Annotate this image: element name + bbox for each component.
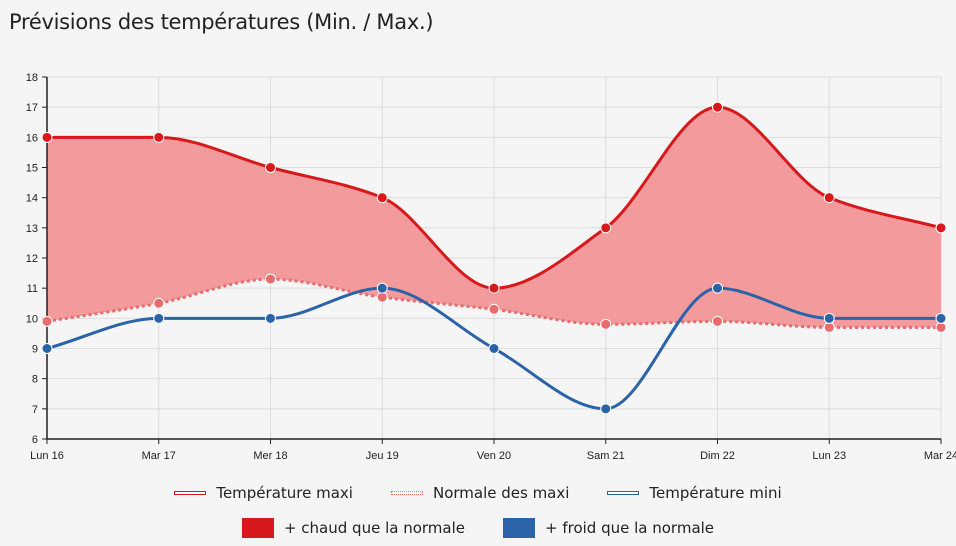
y-tick-label: 17 [26, 102, 38, 114]
min-point [41, 343, 53, 354]
legend-row-lines: Température maxi Normale des maxi Tempér… [0, 484, 956, 502]
chart-title: Prévisions des températures (Min. / Max.… [9, 10, 434, 34]
legend-label-min: Température mini [649, 484, 782, 502]
max-point [935, 222, 947, 234]
normal-line [46, 277, 941, 329]
normal-point [935, 321, 947, 333]
min-point [935, 312, 947, 324]
normal-point [376, 291, 388, 303]
y-tick-label: 15 [26, 163, 38, 175]
y-tick-label: 11 [27, 283, 38, 295]
temperature-chart: 6 7 8 9 10 11 12 13 14 15 16 17 18 Lun 16 Mar 17 Mer 18… [26, 72, 956, 462]
legend-label-colder: + froid que la normale [545, 519, 715, 537]
y-tick-label: 14 [26, 193, 38, 205]
legend-swatch-min [607, 491, 640, 495]
min-point [376, 282, 388, 294]
max-point [153, 131, 165, 143]
y-tick-label: 7 [32, 404, 38, 416]
min-point [712, 282, 723, 294]
legend-label-warmer: + chaud que la normale [283, 519, 465, 537]
min-point [153, 312, 165, 324]
max-point [600, 222, 612, 234]
warmer-area [47, 107, 941, 328]
max-point [488, 282, 500, 294]
legend-swatch-colder [503, 518, 535, 538]
legend-item-warmer[interactable]: + chaud que la normale [241, 518, 465, 538]
normal-point [488, 303, 500, 315]
legend-swatch-normal [390, 491, 423, 495]
max-point [41, 131, 53, 143]
x-tick-label: Ven 20 [477, 450, 511, 462]
max-point [376, 192, 388, 204]
min-line [46, 286, 941, 411]
legend-row-areas: + chaud que la normale + froid que la no… [0, 518, 956, 538]
min-point [488, 343, 500, 354]
legend-swatch-warmer [241, 518, 274, 538]
legend-label-max: Température maxi [216, 484, 353, 502]
y-tick-label: 9 [32, 344, 38, 356]
normal-point [41, 315, 53, 327]
x-tick-label: Lun 16 [30, 450, 64, 462]
x-tick-label: Mar 17 [142, 450, 176, 462]
legend-item-min[interactable]: Température mini [607, 484, 782, 502]
max-line [46, 105, 942, 290]
normal-point [265, 273, 276, 285]
legend-item-max[interactable]: Température maxi [174, 484, 353, 502]
y-tick-label: 13 [26, 223, 38, 235]
x-tick-label: Mer 18 [253, 450, 287, 462]
y-tick-label: 16 [26, 132, 38, 144]
normal-point [712, 315, 723, 327]
max-point [265, 162, 276, 173]
x-tick-label: Jeu 19 [366, 450, 399, 462]
y-tick-label: 8 [32, 374, 38, 386]
max-point [823, 192, 835, 204]
normal-point [600, 318, 612, 330]
legend-item-normal[interactable]: Normale des maxi [390, 484, 570, 502]
y-tick-label: 12 [26, 253, 38, 265]
y-tick-label: 10 [26, 313, 38, 325]
x-tick-label: Sam 21 [587, 450, 625, 462]
x-tick-label: Lun 23 [812, 450, 846, 462]
min-point [600, 403, 612, 415]
min-point [823, 312, 835, 324]
y-tick-label: 18 [26, 72, 38, 84]
legend-swatch-max [174, 491, 207, 495]
x-tick-label: Dim 22 [700, 450, 735, 462]
max-point [712, 101, 723, 113]
legend-item-colder[interactable]: + froid que la normale [503, 518, 714, 538]
normal-point [153, 297, 165, 309]
legend-label-normal: Normale des maxi [432, 484, 570, 502]
normal-point [823, 321, 835, 333]
y-tick-label: 6 [32, 434, 38, 446]
min-point [265, 312, 276, 324]
x-tick-label: Mar 24 [924, 450, 956, 462]
